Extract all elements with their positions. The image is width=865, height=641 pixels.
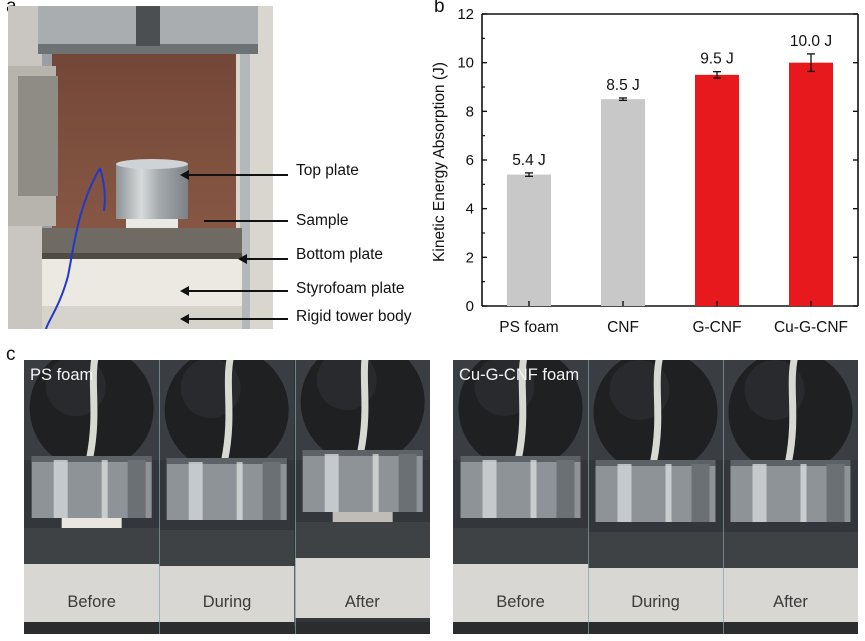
styrofoam-pointer [186, 290, 288, 292]
x-tick-label: PS foam [499, 319, 558, 336]
y-tick-label: 4 [466, 201, 474, 218]
x-tick-label: Cu-G-CNF [774, 319, 848, 336]
ps-foam-frame-after: After [294, 360, 430, 634]
cu-g-cnf-frame-before: Before [453, 360, 588, 634]
bar [601, 99, 645, 307]
label-styrofoam-plate: Styrofoam plate [296, 280, 405, 297]
y-tick-label: 2 [466, 249, 474, 266]
ps-foam-frame-before: Before [24, 360, 160, 634]
x-tick-label: CNF [607, 319, 639, 336]
y-tick-label: 12 [457, 6, 474, 23]
ps-foam-frame-divider [294, 360, 296, 634]
bar-value-label: 10.0 J [790, 33, 832, 50]
cu-g-cnf-frame-during: During [588, 360, 723, 634]
y-tick-label: 6 [466, 152, 474, 169]
ps-foam-frame-during: During [159, 360, 295, 634]
cu-g-cnf-caption: During [631, 593, 680, 611]
cu-g-cnf-caption: After [773, 593, 808, 611]
top-plate-pointer [186, 174, 288, 176]
cu-g-cnf-frame-after: After [723, 360, 858, 634]
y-tick-label: 8 [466, 103, 474, 120]
panel-c-letter: c [6, 344, 16, 365]
y-axis-title: Kinetic Energy Absorption (J) [431, 62, 448, 262]
ps-foam-frame-divider [159, 360, 161, 634]
label-rigid-tower-body: Rigid tower body [296, 308, 412, 325]
tower-arrowhead [180, 314, 189, 324]
drop-tower-photo [8, 6, 273, 329]
ps-foam-title: PS foam [30, 366, 94, 384]
tower-pointer [186, 318, 288, 320]
label-sample: Sample [296, 212, 349, 229]
label-top-plate: Top plate [296, 162, 359, 179]
cu-g-cnf-frame-divider [588, 360, 589, 634]
bar-value-label: 8.5 J [606, 77, 640, 94]
label-bottom-plate: Bottom plate [296, 246, 384, 263]
styrofoam-arrowhead [180, 286, 189, 296]
cu-g-cnf-impact-sequence: After During [453, 360, 858, 634]
ps-foam-caption: Before [67, 593, 116, 611]
y-tick-label: 10 [457, 55, 474, 72]
cu-g-cnf-title: Cu-G-CNF foam [459, 366, 580, 384]
sample-pointer [204, 220, 288, 222]
energy-absorption-chart: 0 2 4 6 8 10 12 Kinetic Energy Absorption (J) 5.… [431, 6, 859, 336]
bottom-plate-arrowhead [238, 254, 247, 264]
bar [789, 62, 833, 306]
bar-value-label: 5.4 J [512, 152, 546, 169]
ps-foam-caption: After [344, 593, 380, 611]
x-tick-label: G-CNF [692, 319, 741, 336]
ps-foam-caption: During [202, 593, 252, 611]
bar [507, 174, 551, 306]
cu-g-cnf-frame-divider [723, 360, 724, 634]
bar [695, 74, 739, 306]
bar-value-label: 9.5 J [700, 51, 734, 68]
y-tick-label: 0 [466, 298, 474, 315]
bottom-plate-pointer [244, 258, 288, 260]
ps-foam-impact-sequence: After During [24, 360, 430, 634]
top-plate-arrowhead [180, 170, 189, 180]
cu-g-cnf-caption: Before [496, 593, 545, 611]
panel-b-letter: b [434, 0, 445, 17]
